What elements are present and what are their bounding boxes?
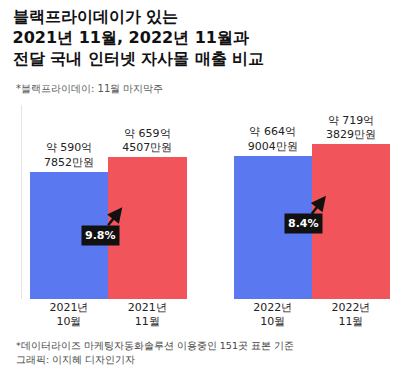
- svg-text:약 659억4507만원: 약 659억4507만원: [122, 127, 172, 154]
- svg-text:2022년10월: 2022년10월: [253, 301, 292, 328]
- svg-text:약 664억9004만원: 약 664억9004만원: [248, 125, 298, 152]
- svg-text:약 590억7852만원: 약 590억7852만원: [44, 141, 94, 168]
- svg-text:그래픽: 이지혜 디자인기자: 그래픽: 이지혜 디자인기자: [16, 354, 135, 365]
- svg-text:2021년10월: 2021년10월: [50, 301, 89, 328]
- svg-text:약 719억3829만원: 약 719억3829만원: [326, 114, 376, 141]
- svg-text:*블랙프라이데이: 11월 마지막주: *블랙프라이데이: 11월 마지막주: [16, 83, 163, 94]
- svg-text:*데이터라이즈 마케팅자동화솔루션 이용중인 151곳 표본: *데이터라이즈 마케팅자동화솔루션 이용중인 151곳 표본 기준: [16, 340, 294, 351]
- svg-text:2021년11월: 2021년11월: [128, 301, 167, 328]
- svg-text:블랙프라이데이가 있는2021년 11월, 2022년 11: 블랙프라이데이가 있는2021년 11월, 2022년 11월과전달 국내 인터…: [13, 7, 265, 68]
- svg-text:8.4%: 8.4%: [288, 217, 319, 230]
- svg-text:2022년11월: 2022년11월: [332, 301, 371, 328]
- svg-text:9.8%: 9.8%: [85, 229, 116, 242]
